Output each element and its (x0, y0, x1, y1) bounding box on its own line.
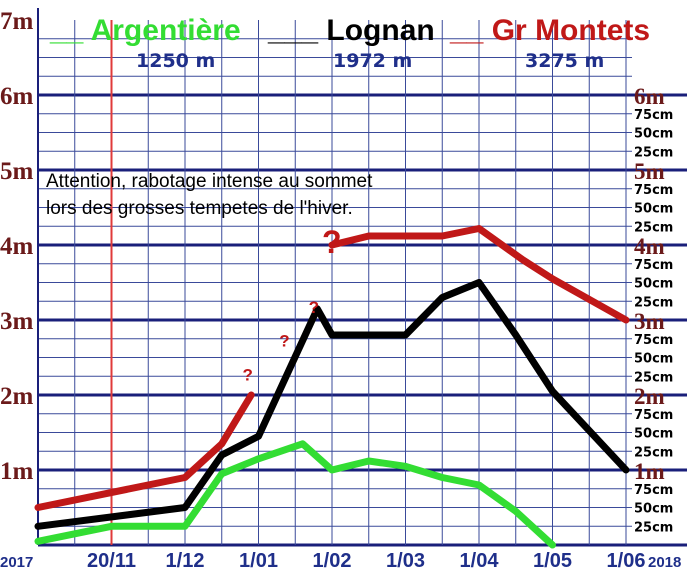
y-tick-left: 1m (0, 458, 34, 485)
x-tick: 1/01 (239, 550, 278, 572)
series-line-gr-montets-part-1 (34, 391, 255, 511)
legend-entry-3: __ Gr Montets (449, 14, 650, 47)
y-tick-right-major: 5m (634, 159, 665, 184)
y-tick-left: 4m (0, 233, 34, 260)
altitude-label-2: 1972 m (333, 50, 412, 72)
grid (37, 8, 687, 547)
y-tick-right-minor: 50cm (634, 202, 673, 217)
y-tick-right-minor: 75cm (634, 408, 673, 423)
altitude-label-1: 1250 m (136, 50, 215, 72)
y-tick-right-minor: 25cm (634, 295, 673, 310)
y-tick-right-minor: 25cm (634, 220, 673, 235)
x-tick: 20/11 (87, 550, 136, 572)
legend-swatch: __ (49, 14, 91, 47)
y-tick-right-minor: 75cm (634, 483, 673, 498)
y-tick-right-minor: 50cm (634, 502, 673, 517)
legend-label: Gr Montets (492, 14, 650, 47)
y-tick-right-major: 3m (634, 309, 665, 334)
question-mark-marker: ? (322, 224, 342, 260)
y-tick-right-minor: 25cm (634, 145, 673, 160)
annotation-line-1: Attention, rabotage intense au sommet (46, 171, 373, 192)
y-tick-left: 7m (0, 8, 34, 35)
y-tick-left: 3m (0, 308, 34, 335)
altitude-label-3: 3275 m (525, 50, 604, 72)
legend-entry-2: ___ Lognan (267, 14, 435, 47)
y-tick-right-minor: 50cm (634, 352, 673, 367)
x-tick: 1/02 (313, 550, 352, 572)
y-tick-left: 2m (0, 383, 34, 410)
x-tick: 1/04 (460, 550, 500, 572)
series-layer (34, 225, 630, 549)
series-line-argentie-re (34, 440, 556, 549)
question-mark-marker: ? (242, 365, 252, 384)
question-mark-marker: ? (279, 332, 289, 351)
legend-swatch: __ (449, 14, 492, 47)
annotation-line-2: lors des grosses tempetes de l'hiver. (46, 198, 353, 219)
series-line-lognan (34, 279, 630, 530)
y-tick-right-major: 1m (634, 459, 665, 484)
y-tick-right-major: 2m (634, 384, 665, 409)
y-tick-right-minor: 50cm (634, 127, 673, 142)
y-tick-right-minor: 75cm (634, 258, 673, 273)
y-tick-right-minor: 75cm (634, 333, 673, 348)
y-tick-right-major: 6m (634, 84, 665, 109)
y-tick-left: 6m (0, 83, 34, 110)
legend-swatch: ___ (267, 14, 326, 47)
legend-label: Argentière (91, 14, 241, 47)
y-tick-right-minor: 75cm (634, 183, 673, 198)
question-mark-marker: ? (309, 298, 319, 317)
text-layer: __ Argentière ___ Lognan __ Gr Montets 1250… (0, 8, 681, 572)
legend-label: Lognan (326, 14, 434, 47)
y-tick-right-minor: 25cm (634, 445, 673, 460)
y-tick-right-minor: 75cm (634, 108, 673, 123)
x-tick: 1/06 (607, 550, 646, 572)
y-tick-right-minor: 25cm (634, 370, 673, 385)
y-tick-right-minor: 50cm (634, 427, 673, 442)
x-tick: 1/03 (386, 550, 425, 572)
x-tick-year: 2018 (648, 554, 681, 571)
y-tick-right-minor: 50cm (634, 277, 673, 292)
y-tick-right-major: 4m (634, 234, 665, 259)
legend-entry-1: __ Argentière (49, 14, 241, 47)
y-tick-left: 5m (0, 158, 34, 185)
x-tick-year: 2017 (0, 554, 33, 571)
x-tick: 1/05 (533, 550, 572, 572)
x-tick: 1/12 (166, 550, 205, 572)
y-tick-right-minor: 25cm (634, 520, 673, 535)
series-line-gr-montets-part-2 (328, 225, 630, 324)
uncertainty-markers: ???? (242, 224, 341, 384)
